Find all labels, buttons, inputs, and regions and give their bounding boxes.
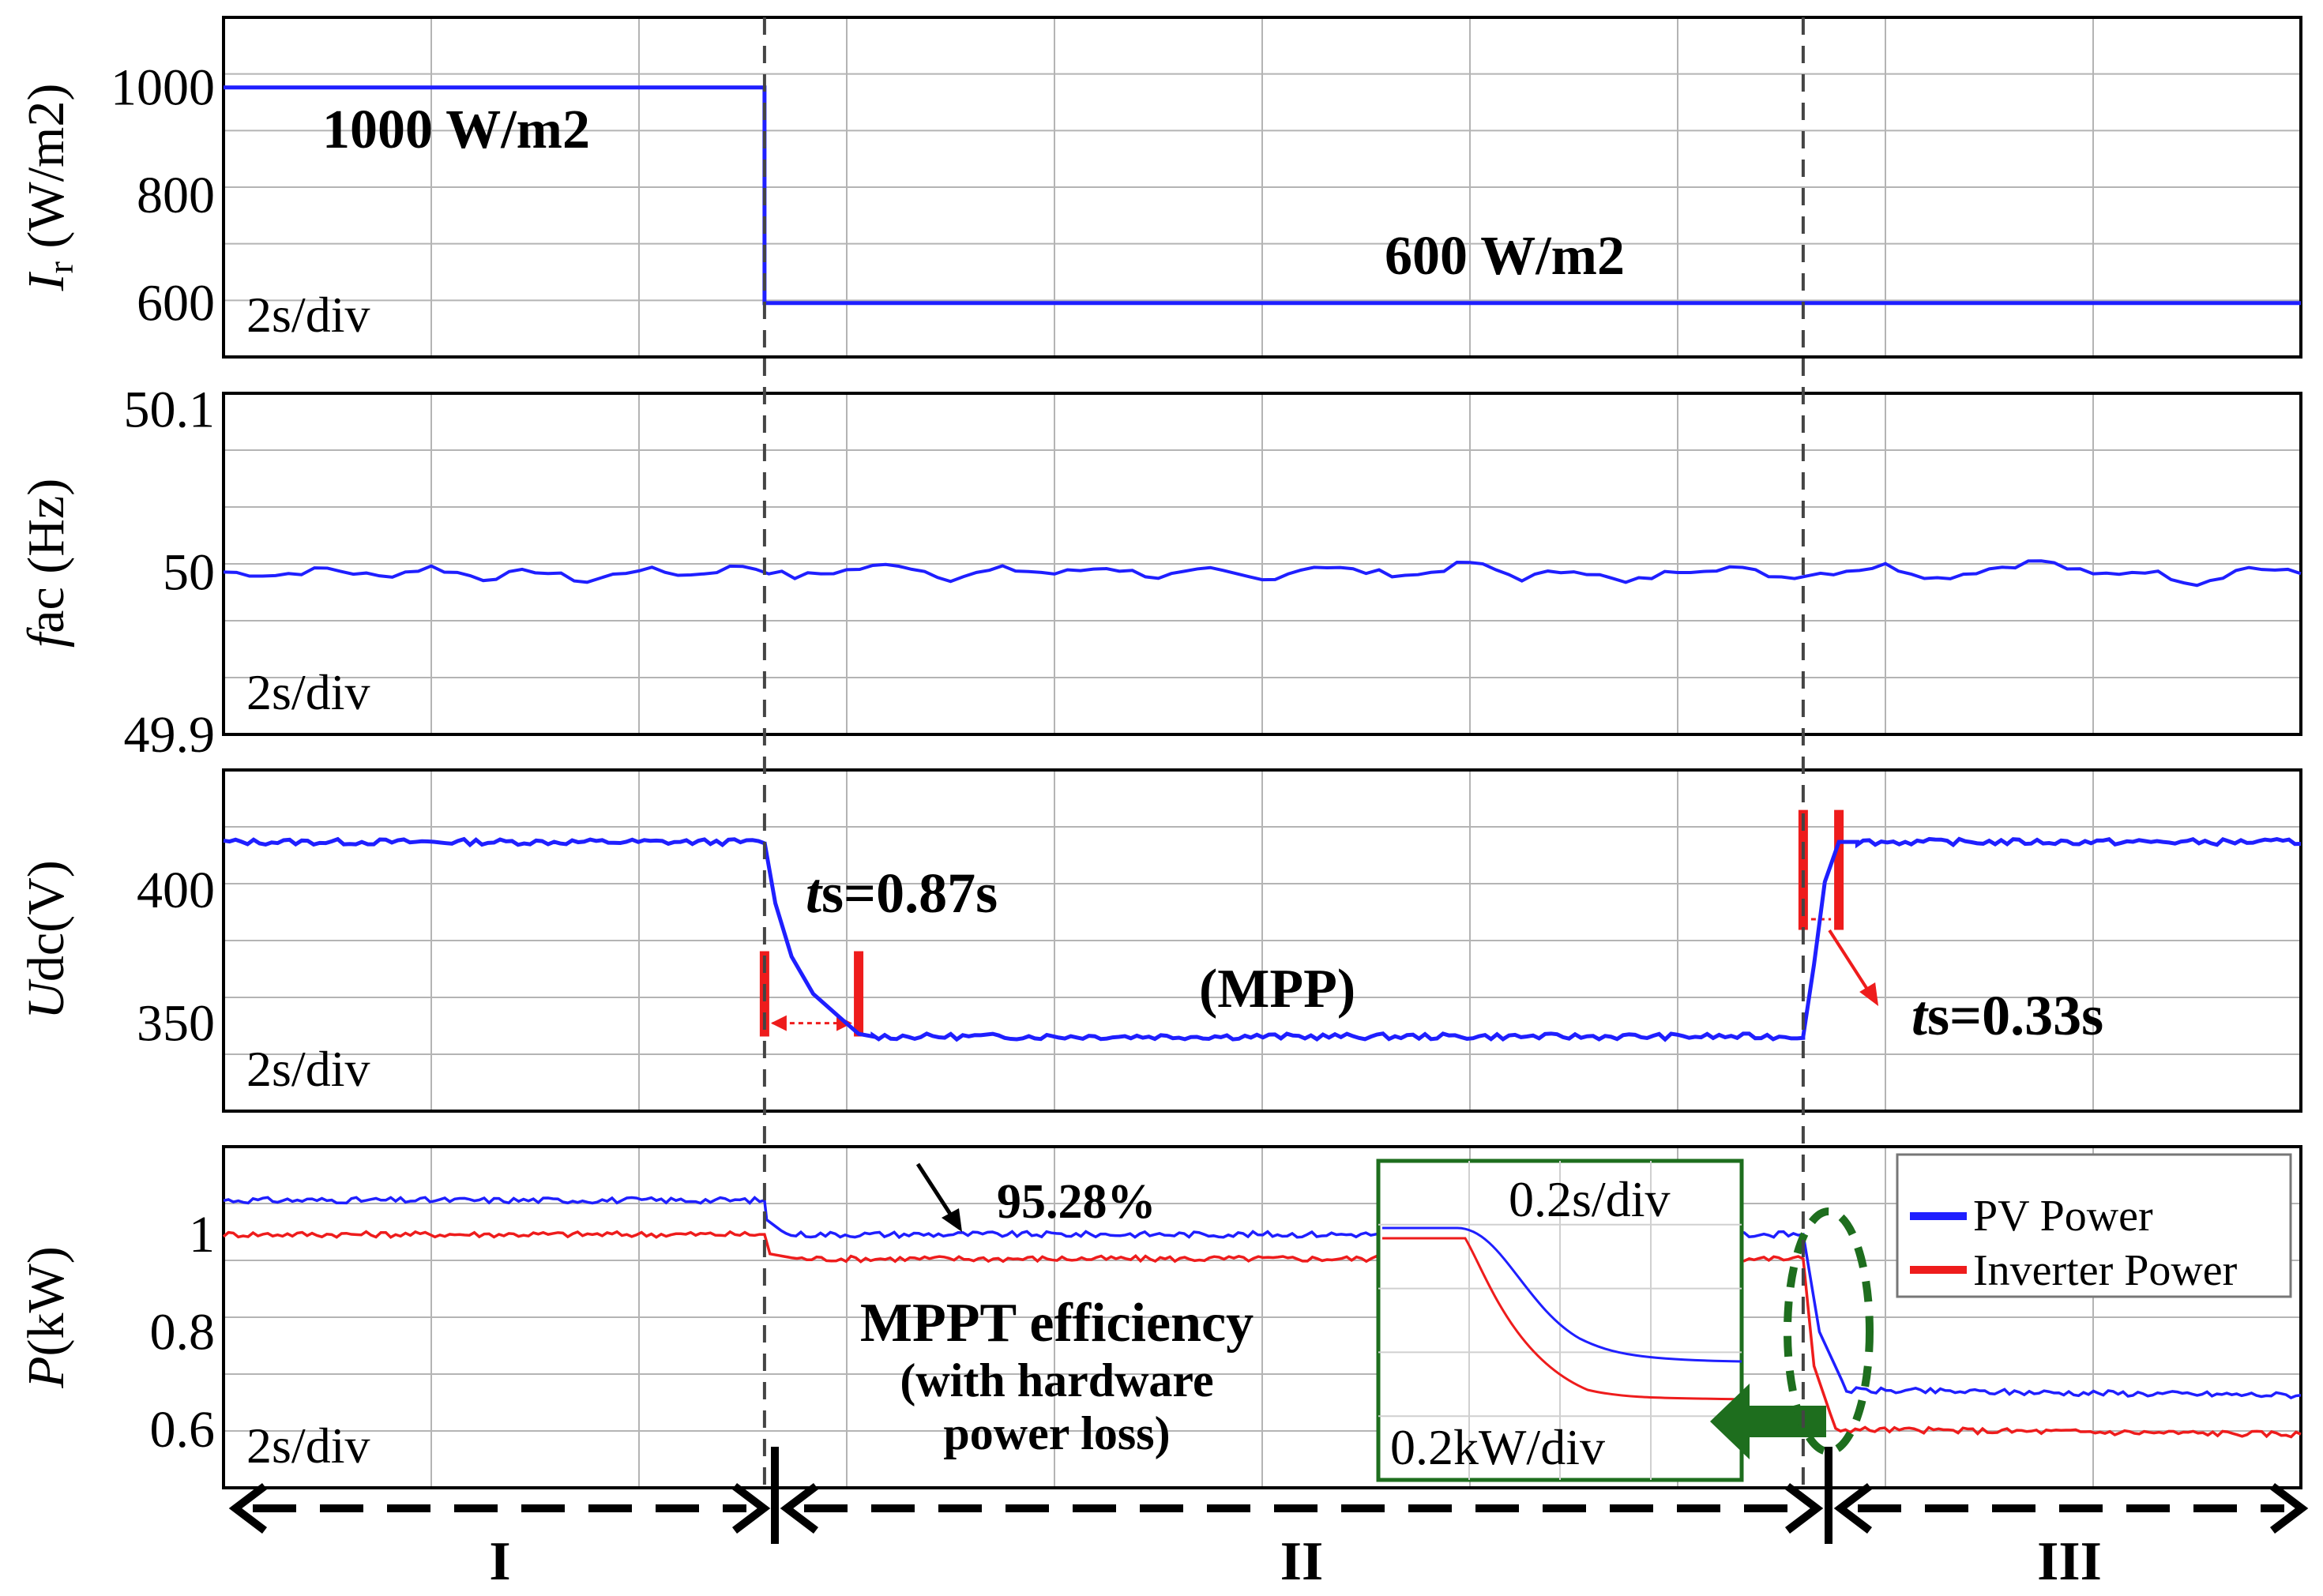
- grid-frequency: [224, 393, 2301, 734]
- zoom-inset: 0.2s/div 0.2kW/div: [1376, 1159, 1744, 1482]
- y-tick-label: 0.6: [150, 1401, 216, 1459]
- mpp-label: (MPP): [1199, 959, 1355, 1020]
- efficiency-arrow-line: [915, 1162, 958, 1224]
- panel-dc-voltage: 400 350 Udc(V) ts=0.87s (MPP) ts=0.33s 2s…: [17, 768, 2302, 1113]
- dc-voltage-line: [223, 836, 2302, 1042]
- inset-series: [1382, 1226, 1742, 1401]
- y-tick-label: 800: [137, 167, 215, 224]
- y-tick-label: 600: [137, 275, 215, 332]
- panel-frame: [222, 392, 2302, 736]
- legend-label-pv: PV Power: [1973, 1192, 2153, 1241]
- settling-label-2: ts=0.33s: [1911, 984, 2103, 1047]
- pv-power-line: [223, 1196, 2302, 1399]
- mppt-title: MPPT efficiency: [860, 1293, 1254, 1354]
- mppt-subtitle-1: (with hardware: [900, 1354, 1213, 1406]
- y-tick-label: 0.8: [150, 1304, 216, 1361]
- phase-dividers: [762, 17, 1805, 1488]
- efficiency-arrow-head: [942, 1208, 962, 1232]
- y-tick-label: 50.1: [124, 381, 216, 439]
- inset-pointer-arrow: [1710, 1384, 1826, 1459]
- y-tick-labels: 1000 800 600: [111, 59, 215, 332]
- y-axis-label: fac (Hz): [17, 479, 75, 648]
- legend-label-inverter: Inverter Power: [1973, 1246, 2238, 1295]
- y-axis-label: Ir (W/m2): [17, 84, 81, 292]
- grid-dc-voltage: [224, 770, 2301, 1111]
- inset-inverter-line: [1382, 1237, 1742, 1401]
- time-div-label: 2s/div: [246, 1418, 370, 1474]
- inset-time-div: 0.2s/div: [1509, 1171, 1670, 1227]
- panel-frame: [222, 1145, 2302, 1489]
- phase-arrow-head-left: [228, 1483, 268, 1534]
- y-axis-label: P(kW): [17, 1246, 75, 1389]
- zoom-highlight-ellipse: [1784, 1207, 1874, 1455]
- settling-pointer: [1828, 929, 1872, 996]
- annotation-1000: 1000 W/m2: [322, 100, 590, 160]
- efficiency-value: 95.28%: [997, 1175, 1156, 1229]
- y-tick-label: 400: [137, 862, 215, 919]
- inset-grid: [1378, 1161, 1742, 1480]
- phase-axis: I II III: [228, 1447, 2309, 1592]
- y-tick-label: 1000: [111, 59, 215, 117]
- inset-pv-line: [1382, 1226, 1742, 1363]
- y-tick-label: 350: [137, 995, 215, 1053]
- y-tick-labels: 1 0.8 0.6: [150, 1206, 216, 1459]
- settling-label-1: ts=0.87s: [806, 862, 998, 925]
- panel-power: 1 0.8 0.6 P(kW) 95.28% MPPT efficiency (wi…: [17, 1145, 2302, 1489]
- series-frequency: [223, 559, 2302, 588]
- settling-pointer-head: [1859, 982, 1879, 1006]
- phase-arrow-head-right: [2269, 1483, 2309, 1534]
- frequency-line: [223, 559, 2302, 588]
- y-axis-label: Udc(V): [17, 860, 75, 1020]
- settling-arrow-left: [770, 1015, 787, 1031]
- annotation-600: 600 W/m2: [1385, 226, 1625, 287]
- phase-label-3: III: [2037, 1531, 2102, 1592]
- time-div-label: 2s/div: [246, 664, 370, 720]
- panel-frame: [222, 16, 2302, 359]
- time-div-label: 2s/div: [246, 287, 370, 343]
- series-dc-voltage: [223, 836, 2302, 1042]
- panel-frequency: 50.1 50 49.9 fac (Hz) 2s/div: [17, 381, 2302, 764]
- panel-frame: [222, 768, 2302, 1113]
- time-div-label: 2s/div: [246, 1041, 370, 1097]
- phase-label-2: II: [1280, 1531, 1323, 1592]
- inverter-power-line: [222, 1230, 2302, 1439]
- y-tick-labels: 400 350: [137, 862, 215, 1053]
- grid-irradiance: [224, 17, 2301, 357]
- legend: PV Power Inverter Power: [1896, 1153, 2292, 1298]
- y-tick-label: 50: [163, 543, 215, 601]
- y-tick-labels: 50.1 50 49.9: [124, 381, 216, 764]
- series-power: [222, 1196, 2302, 1439]
- y-tick-label: 49.9: [124, 706, 216, 764]
- phase-arrow-head-left: [1833, 1483, 1873, 1534]
- inset-amp-div: 0.2kW/div: [1390, 1419, 1605, 1475]
- phase-arrow-head-right: [1784, 1483, 1824, 1534]
- phase-arrow-head-right: [731, 1483, 771, 1534]
- phase-arrow-head-left: [780, 1483, 819, 1534]
- phase-label-1: I: [489, 1531, 510, 1592]
- phase-arrows: [228, 1483, 2309, 1534]
- y-tick-label: 1: [189, 1206, 215, 1264]
- mppt-subtitle-2: power loss): [943, 1407, 1170, 1459]
